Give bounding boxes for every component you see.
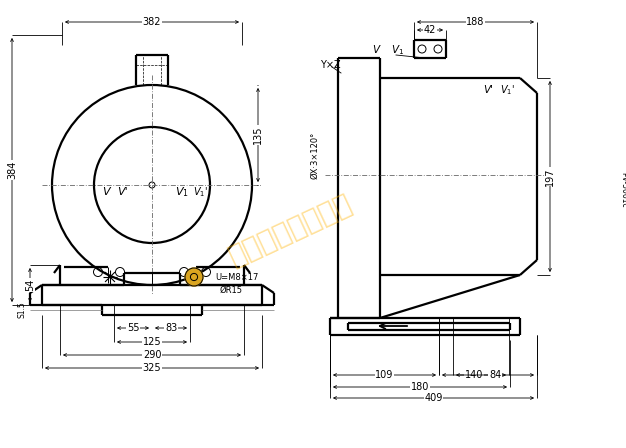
Text: 384: 384 <box>7 161 17 179</box>
Text: $V_1$: $V_1$ <box>175 185 189 199</box>
Text: 180: 180 <box>411 382 429 392</box>
Text: $V_1$': $V_1$' <box>193 185 207 199</box>
Text: V: V <box>372 45 379 55</box>
Text: PV-5061c: PV-5061c <box>620 172 626 208</box>
Text: 55: 55 <box>126 323 139 333</box>
Text: 84: 84 <box>489 370 501 380</box>
Text: 409: 409 <box>424 393 443 403</box>
Text: 325: 325 <box>143 363 162 373</box>
Text: 125: 125 <box>143 337 162 347</box>
Text: 北京东乐机电设备: 北京东乐机电设备 <box>224 189 356 271</box>
Text: V': V' <box>116 187 127 197</box>
Text: U=M8×17: U=M8×17 <box>215 273 259 283</box>
Text: V: V <box>102 187 110 197</box>
Text: $V_1$: $V_1$ <box>391 43 404 57</box>
Text: 382: 382 <box>143 17 162 27</box>
Text: 140: 140 <box>465 370 483 380</box>
Text: 188: 188 <box>466 17 485 27</box>
Text: 83: 83 <box>165 323 177 333</box>
Text: 135: 135 <box>253 126 263 144</box>
Text: 54: 54 <box>25 279 35 291</box>
Text: ØX·3×120°: ØX·3×120° <box>310 131 319 179</box>
Text: 290: 290 <box>143 350 162 360</box>
Text: S1.5: S1.5 <box>18 302 26 319</box>
Text: 109: 109 <box>376 370 394 380</box>
Text: ØR15: ØR15 <box>220 285 243 294</box>
Text: 197: 197 <box>545 167 555 186</box>
Text: Y×Z: Y×Z <box>320 60 341 70</box>
Text: $V_1$': $V_1$' <box>500 83 515 97</box>
Text: V': V' <box>483 85 493 95</box>
Text: 42: 42 <box>424 25 436 35</box>
Circle shape <box>185 268 203 286</box>
